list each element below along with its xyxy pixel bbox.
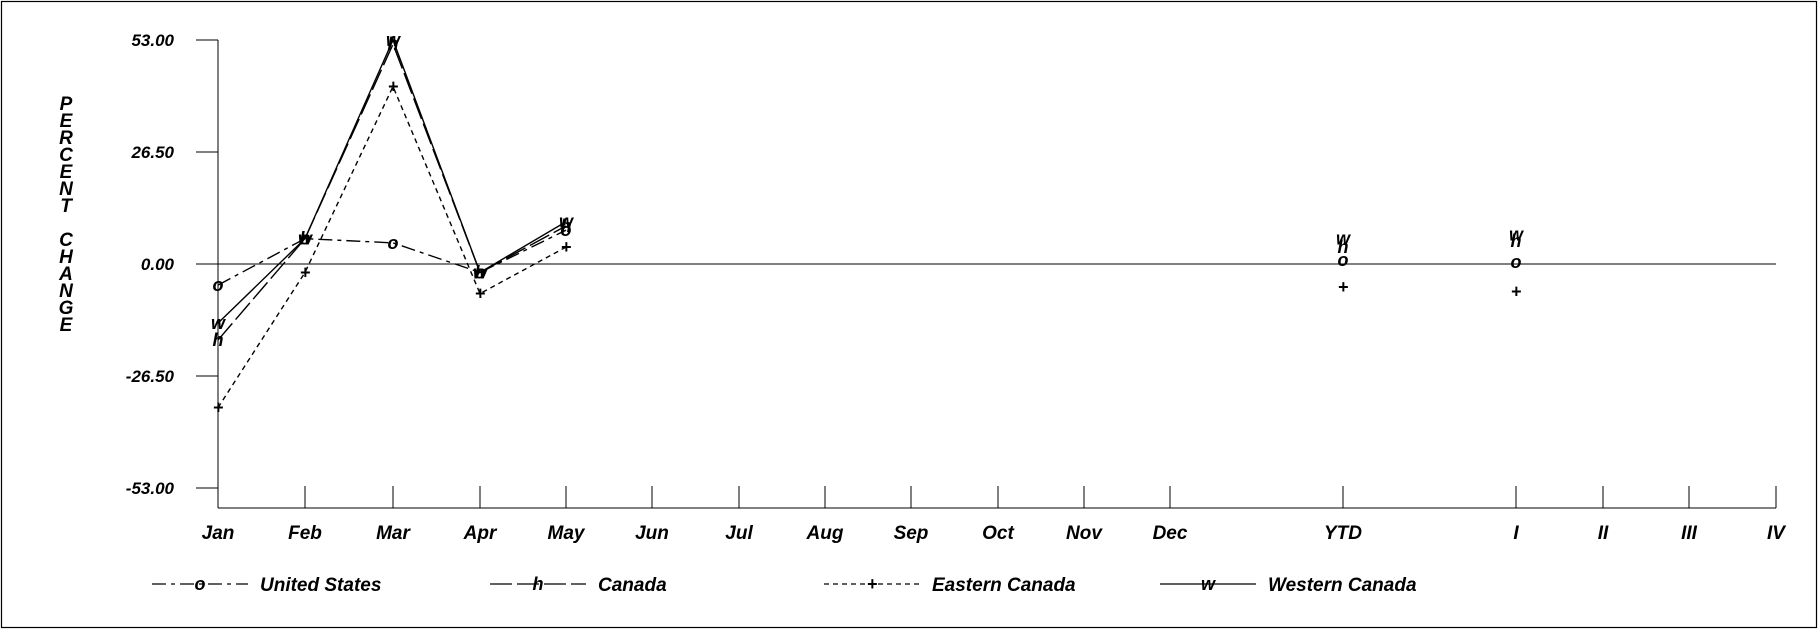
y-axis-label-letter: A [58, 264, 73, 285]
series-line [217, 84, 567, 409]
x-tick-label: YTD [1324, 523, 1362, 544]
x-tick-label: Apr [463, 523, 498, 544]
data-point-marker: + [1511, 281, 1522, 301]
y-axis-label-letter: N [59, 281, 74, 302]
data-point-marker: h [561, 216, 572, 236]
x-tick-label: Sep [894, 523, 929, 544]
data-point-marker: w [1336, 229, 1351, 249]
data-point-marker: h [213, 330, 224, 350]
x-tick-label: Dec [1153, 523, 1188, 544]
y-axis-label-letter: N [59, 179, 74, 200]
legend-marker: h [533, 574, 544, 594]
data-point-marker: h [388, 34, 399, 54]
x-tick-label: II [1598, 523, 1609, 544]
data-point-marker: + [1338, 277, 1349, 297]
legend-marker: + [867, 574, 878, 594]
data-point-marker: + [388, 76, 399, 96]
y-axis-label-letter: H [59, 247, 74, 268]
data-point-marker: o [1511, 252, 1522, 272]
x-tick-label: Oct [982, 523, 1014, 544]
y-axis-label-letter: C [59, 145, 73, 166]
y-axis-label-letter: E [60, 315, 74, 336]
data-point-marker: h [1338, 237, 1349, 257]
data-point-marker: o [388, 233, 399, 253]
x-tick-label: IV [1767, 523, 1786, 544]
data-point-marker: w [473, 262, 488, 282]
x-tick-label: May [548, 523, 586, 544]
x-tick-label: Jun [635, 523, 669, 544]
y-tick-label: 26.50 [130, 143, 174, 162]
x-tick-label: Feb [288, 523, 322, 544]
legend-label: United States [260, 575, 381, 596]
y-axis-label-letter: G [59, 298, 74, 319]
data-point-marker: w [298, 229, 313, 249]
x-tick-label: Aug [806, 523, 844, 544]
x-axis: Jan Feb Mar Apr May Jun Jul Aug Sep Oct Nov Dec YTD I… [202, 486, 1786, 544]
y-tick-label: 0.00 [141, 255, 175, 274]
y-axis-label-letter: E [60, 162, 74, 183]
data-point-marker: w [1509, 224, 1524, 244]
data-point-marker: o [561, 220, 572, 240]
legend-label: Western Canada [1268, 575, 1417, 596]
legend-label: Canada [598, 575, 667, 596]
x-tick-label: I [1513, 523, 1519, 544]
x-tick-label: Nov [1066, 523, 1103, 544]
x-tick-label: Jul [725, 523, 753, 544]
data-point-marker: o [1338, 250, 1349, 270]
data-point-marker: h [1511, 231, 1522, 251]
legend: o United States h Canada + Eastern Canada w Wes… [152, 574, 1417, 596]
y-tick-label: 53.00 [131, 31, 174, 50]
y-axis-label-letter: T [60, 196, 73, 217]
series-line [217, 229, 567, 286]
x-tick-label: Mar [376, 523, 411, 544]
series-line [217, 38, 567, 324]
data-point-marker: + [213, 398, 224, 418]
y-tick-label: -53.00 [126, 479, 175, 498]
y-axis-label-letter: C [59, 230, 73, 251]
legend-marker: o [195, 574, 206, 594]
x-tick-label: Jan [202, 523, 235, 544]
data-point-marker: + [475, 284, 486, 304]
legend-label: Eastern Canada [932, 575, 1076, 596]
x-tick-label: III [1681, 523, 1698, 544]
y-axis-label-letter: E [60, 111, 74, 132]
y-axis-label-letter: P [60, 94, 73, 115]
legend-marker: w [1201, 574, 1216, 594]
y-axis-label-letter: R [59, 128, 73, 149]
y-tick-label: -26.50 [126, 367, 175, 386]
y-axis: 53.00 26.50 0.00 -26.50 -53.00 [126, 31, 219, 498]
series-line [217, 42, 567, 341]
data-point-marker: o [213, 275, 224, 295]
data-point-marker: w [559, 212, 574, 232]
data-point-marker: + [300, 262, 311, 282]
data-point-marker: w [386, 30, 401, 50]
data-point-marker: + [561, 237, 572, 257]
data-point-marker: w [211, 313, 226, 333]
